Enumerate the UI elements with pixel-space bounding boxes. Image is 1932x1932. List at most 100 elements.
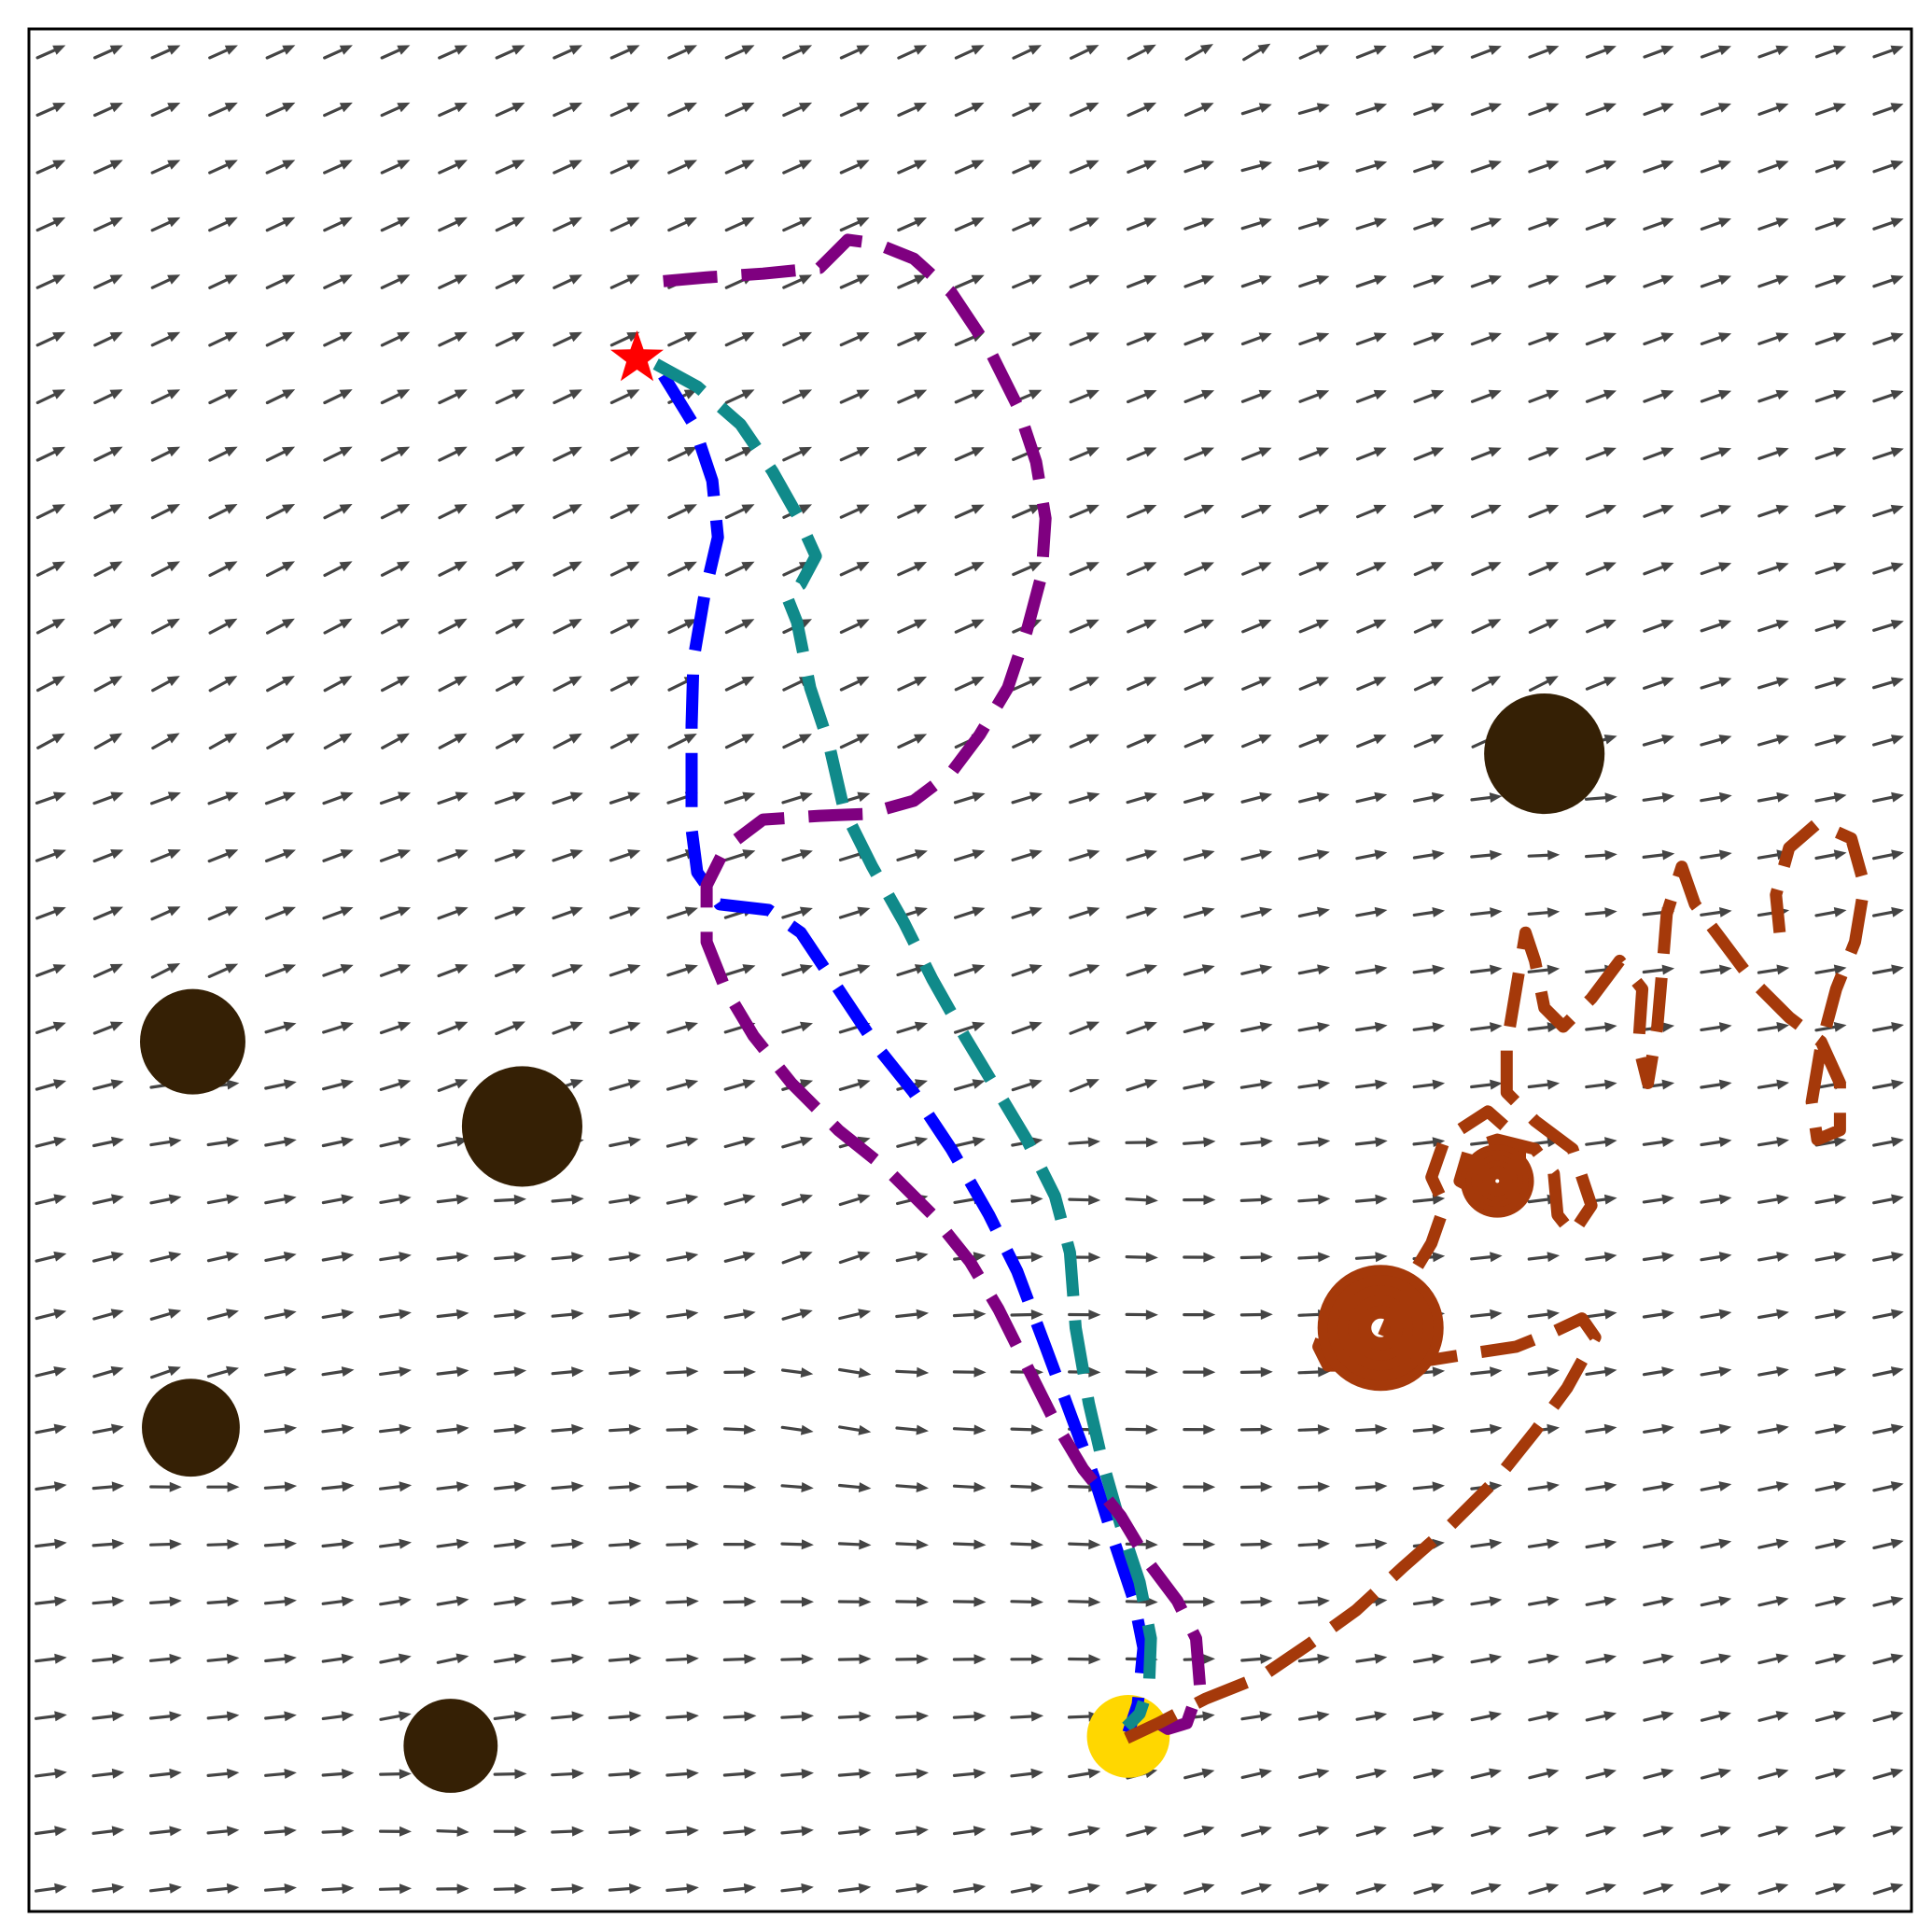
field-arrow-head bbox=[1029, 677, 1043, 687]
field-arrow-head bbox=[341, 1366, 355, 1377]
field-arrow-head bbox=[1603, 677, 1617, 687]
field-arrow-head bbox=[858, 1883, 872, 1894]
field-arrow-head bbox=[798, 160, 813, 170]
field-arrow-head bbox=[628, 1309, 641, 1320]
field-arrow-head bbox=[169, 1883, 182, 1894]
field-arrow-head bbox=[1603, 1423, 1617, 1435]
field-arrow-head bbox=[1259, 906, 1273, 917]
field-arrow-head bbox=[1086, 791, 1100, 803]
field-arrow-head bbox=[227, 1596, 240, 1607]
field-arrow-head bbox=[685, 1021, 698, 1032]
field-arrow-head bbox=[629, 1596, 642, 1607]
field-arrow-head bbox=[1143, 447, 1157, 457]
field-arrow-head bbox=[281, 618, 295, 629]
field-arrow-head bbox=[571, 1481, 584, 1492]
field-arrow-head bbox=[799, 849, 813, 860]
field-arrow-head bbox=[1488, 447, 1502, 457]
field-arrow-head bbox=[1085, 160, 1099, 170]
field-arrow-head bbox=[971, 160, 985, 170]
field-arrow-head bbox=[1145, 1137, 1158, 1148]
field-arrow-head bbox=[798, 446, 812, 457]
field-arrow-head bbox=[511, 733, 525, 744]
field-arrow-head bbox=[110, 1251, 124, 1262]
field-arrow-head bbox=[398, 964, 412, 974]
field-arrow-head bbox=[1718, 504, 1732, 515]
field-arrow-head bbox=[54, 1538, 67, 1549]
field-arrow-head bbox=[226, 1768, 240, 1779]
field-arrow-head bbox=[973, 1539, 987, 1550]
field-arrow-head bbox=[1488, 45, 1502, 55]
field-arrow-head bbox=[454, 504, 468, 514]
field-arrow-head bbox=[1546, 103, 1560, 113]
field-arrow-head bbox=[1030, 1252, 1043, 1263]
field-arrow-head bbox=[1085, 734, 1099, 744]
field-arrow-head bbox=[342, 1883, 355, 1895]
field-arrow-head bbox=[1833, 735, 1847, 745]
field-arrow-head bbox=[1833, 45, 1847, 56]
obstacles bbox=[140, 693, 1605, 1793]
field-arrow-head bbox=[1661, 1538, 1674, 1549]
field-arrow-head bbox=[972, 791, 986, 803]
field-arrow-head bbox=[1833, 1711, 1846, 1721]
field-arrow-head bbox=[856, 734, 870, 744]
field-arrow-head bbox=[627, 964, 641, 974]
orange-scribble-upper-ring bbox=[1482, 1166, 1513, 1197]
field-arrow-head bbox=[858, 1826, 872, 1837]
field-arrow-head bbox=[1085, 504, 1099, 514]
field-arrow-head bbox=[1776, 791, 1790, 803]
field-arrow-head bbox=[111, 1653, 125, 1664]
field-arrow-head bbox=[973, 1654, 987, 1665]
field-arrow-head bbox=[684, 906, 698, 917]
field-arrow-head bbox=[1317, 1481, 1331, 1492]
field-arrow-head bbox=[1833, 274, 1847, 286]
field-arrow-head bbox=[973, 1826, 987, 1837]
field-arrow-head bbox=[744, 1539, 757, 1550]
field-arrow-head bbox=[1029, 160, 1043, 170]
field-arrow-head bbox=[1890, 332, 1904, 343]
field-arrow-head bbox=[799, 964, 813, 974]
field-arrow-head bbox=[856, 561, 870, 572]
field-arrow-head bbox=[1260, 1481, 1273, 1492]
field-arrow-head bbox=[629, 1826, 642, 1837]
field-arrow-head bbox=[1373, 562, 1387, 572]
field-arrow-head bbox=[1603, 619, 1617, 629]
field-arrow-head bbox=[51, 733, 65, 744]
field-arrow-head bbox=[1604, 849, 1617, 861]
field-arrow-head bbox=[1718, 1366, 1732, 1377]
field-arrow-head bbox=[167, 389, 181, 399]
field-arrow-head bbox=[511, 561, 525, 572]
field-arrow-head bbox=[627, 1021, 641, 1031]
field-arrow-head bbox=[284, 1366, 297, 1377]
field-arrow-head bbox=[1719, 849, 1732, 861]
field-arrow-head bbox=[1603, 1194, 1617, 1205]
field-arrow-head bbox=[109, 160, 123, 170]
field-arrow-head bbox=[283, 1309, 297, 1320]
field-arrow-head bbox=[1603, 160, 1617, 171]
field-arrow-head bbox=[744, 1711, 757, 1722]
field-arrow-head bbox=[226, 1079, 240, 1090]
field-arrow-head bbox=[1603, 1653, 1617, 1664]
field-arrow-head bbox=[514, 1769, 527, 1780]
field-arrow-head bbox=[1316, 504, 1330, 515]
field-arrow-head bbox=[571, 1711, 584, 1722]
field-arrow-head bbox=[1890, 1711, 1904, 1721]
field-arrow-head bbox=[1547, 1596, 1560, 1606]
field-arrow-head bbox=[1775, 160, 1789, 171]
field-arrow-head bbox=[1890, 447, 1904, 457]
field-arrow-head bbox=[1260, 1539, 1273, 1550]
field-arrow-head bbox=[455, 906, 469, 917]
field-arrow-head bbox=[283, 964, 297, 974]
field-arrow-head bbox=[399, 1366, 412, 1378]
field-arrow-head bbox=[342, 1769, 355, 1779]
field-arrow-head bbox=[1144, 906, 1157, 917]
field-arrow-head bbox=[226, 1883, 240, 1894]
field-arrow-head bbox=[1202, 1079, 1216, 1090]
field-arrow-head bbox=[972, 1021, 986, 1032]
field-arrow-head bbox=[54, 1711, 67, 1722]
field-arrow-head bbox=[628, 1252, 641, 1262]
field-arrow-head bbox=[568, 446, 582, 457]
field-arrow-head bbox=[513, 1711, 527, 1722]
field-arrow-head bbox=[339, 217, 353, 228]
field-arrow-head bbox=[167, 45, 181, 55]
